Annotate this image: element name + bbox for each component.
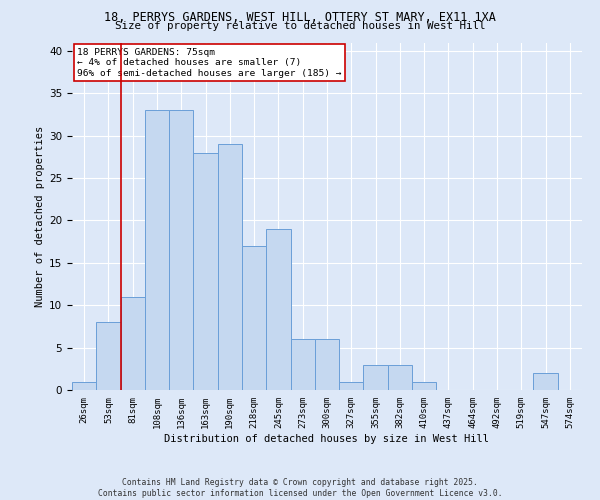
Bar [72,382,96,390]
Text: 18, PERRYS GARDENS, WEST HILL, OTTERY ST MARY, EX11 1XA: 18, PERRYS GARDENS, WEST HILL, OTTERY ST… [104,11,496,24]
Bar [193,152,218,390]
Bar [339,382,364,390]
Bar [290,339,315,390]
Bar [169,110,193,390]
Bar [412,382,436,390]
Bar [364,364,388,390]
Text: 18 PERRYS GARDENS: 75sqm
← 4% of detached houses are smaller (7)
96% of semi-det: 18 PERRYS GARDENS: 75sqm ← 4% of detache… [77,48,341,78]
Bar [533,373,558,390]
Bar [315,339,339,390]
Bar [218,144,242,390]
Bar [96,322,121,390]
Y-axis label: Number of detached properties: Number of detached properties [35,126,45,307]
X-axis label: Distribution of detached houses by size in West Hill: Distribution of detached houses by size … [164,434,490,444]
Text: Contains HM Land Registry data © Crown copyright and database right 2025.
Contai: Contains HM Land Registry data © Crown c… [98,478,502,498]
Bar [388,364,412,390]
Bar [242,246,266,390]
Bar [121,297,145,390]
Bar [266,229,290,390]
Bar [145,110,169,390]
Text: Size of property relative to detached houses in West Hill: Size of property relative to detached ho… [115,21,485,31]
